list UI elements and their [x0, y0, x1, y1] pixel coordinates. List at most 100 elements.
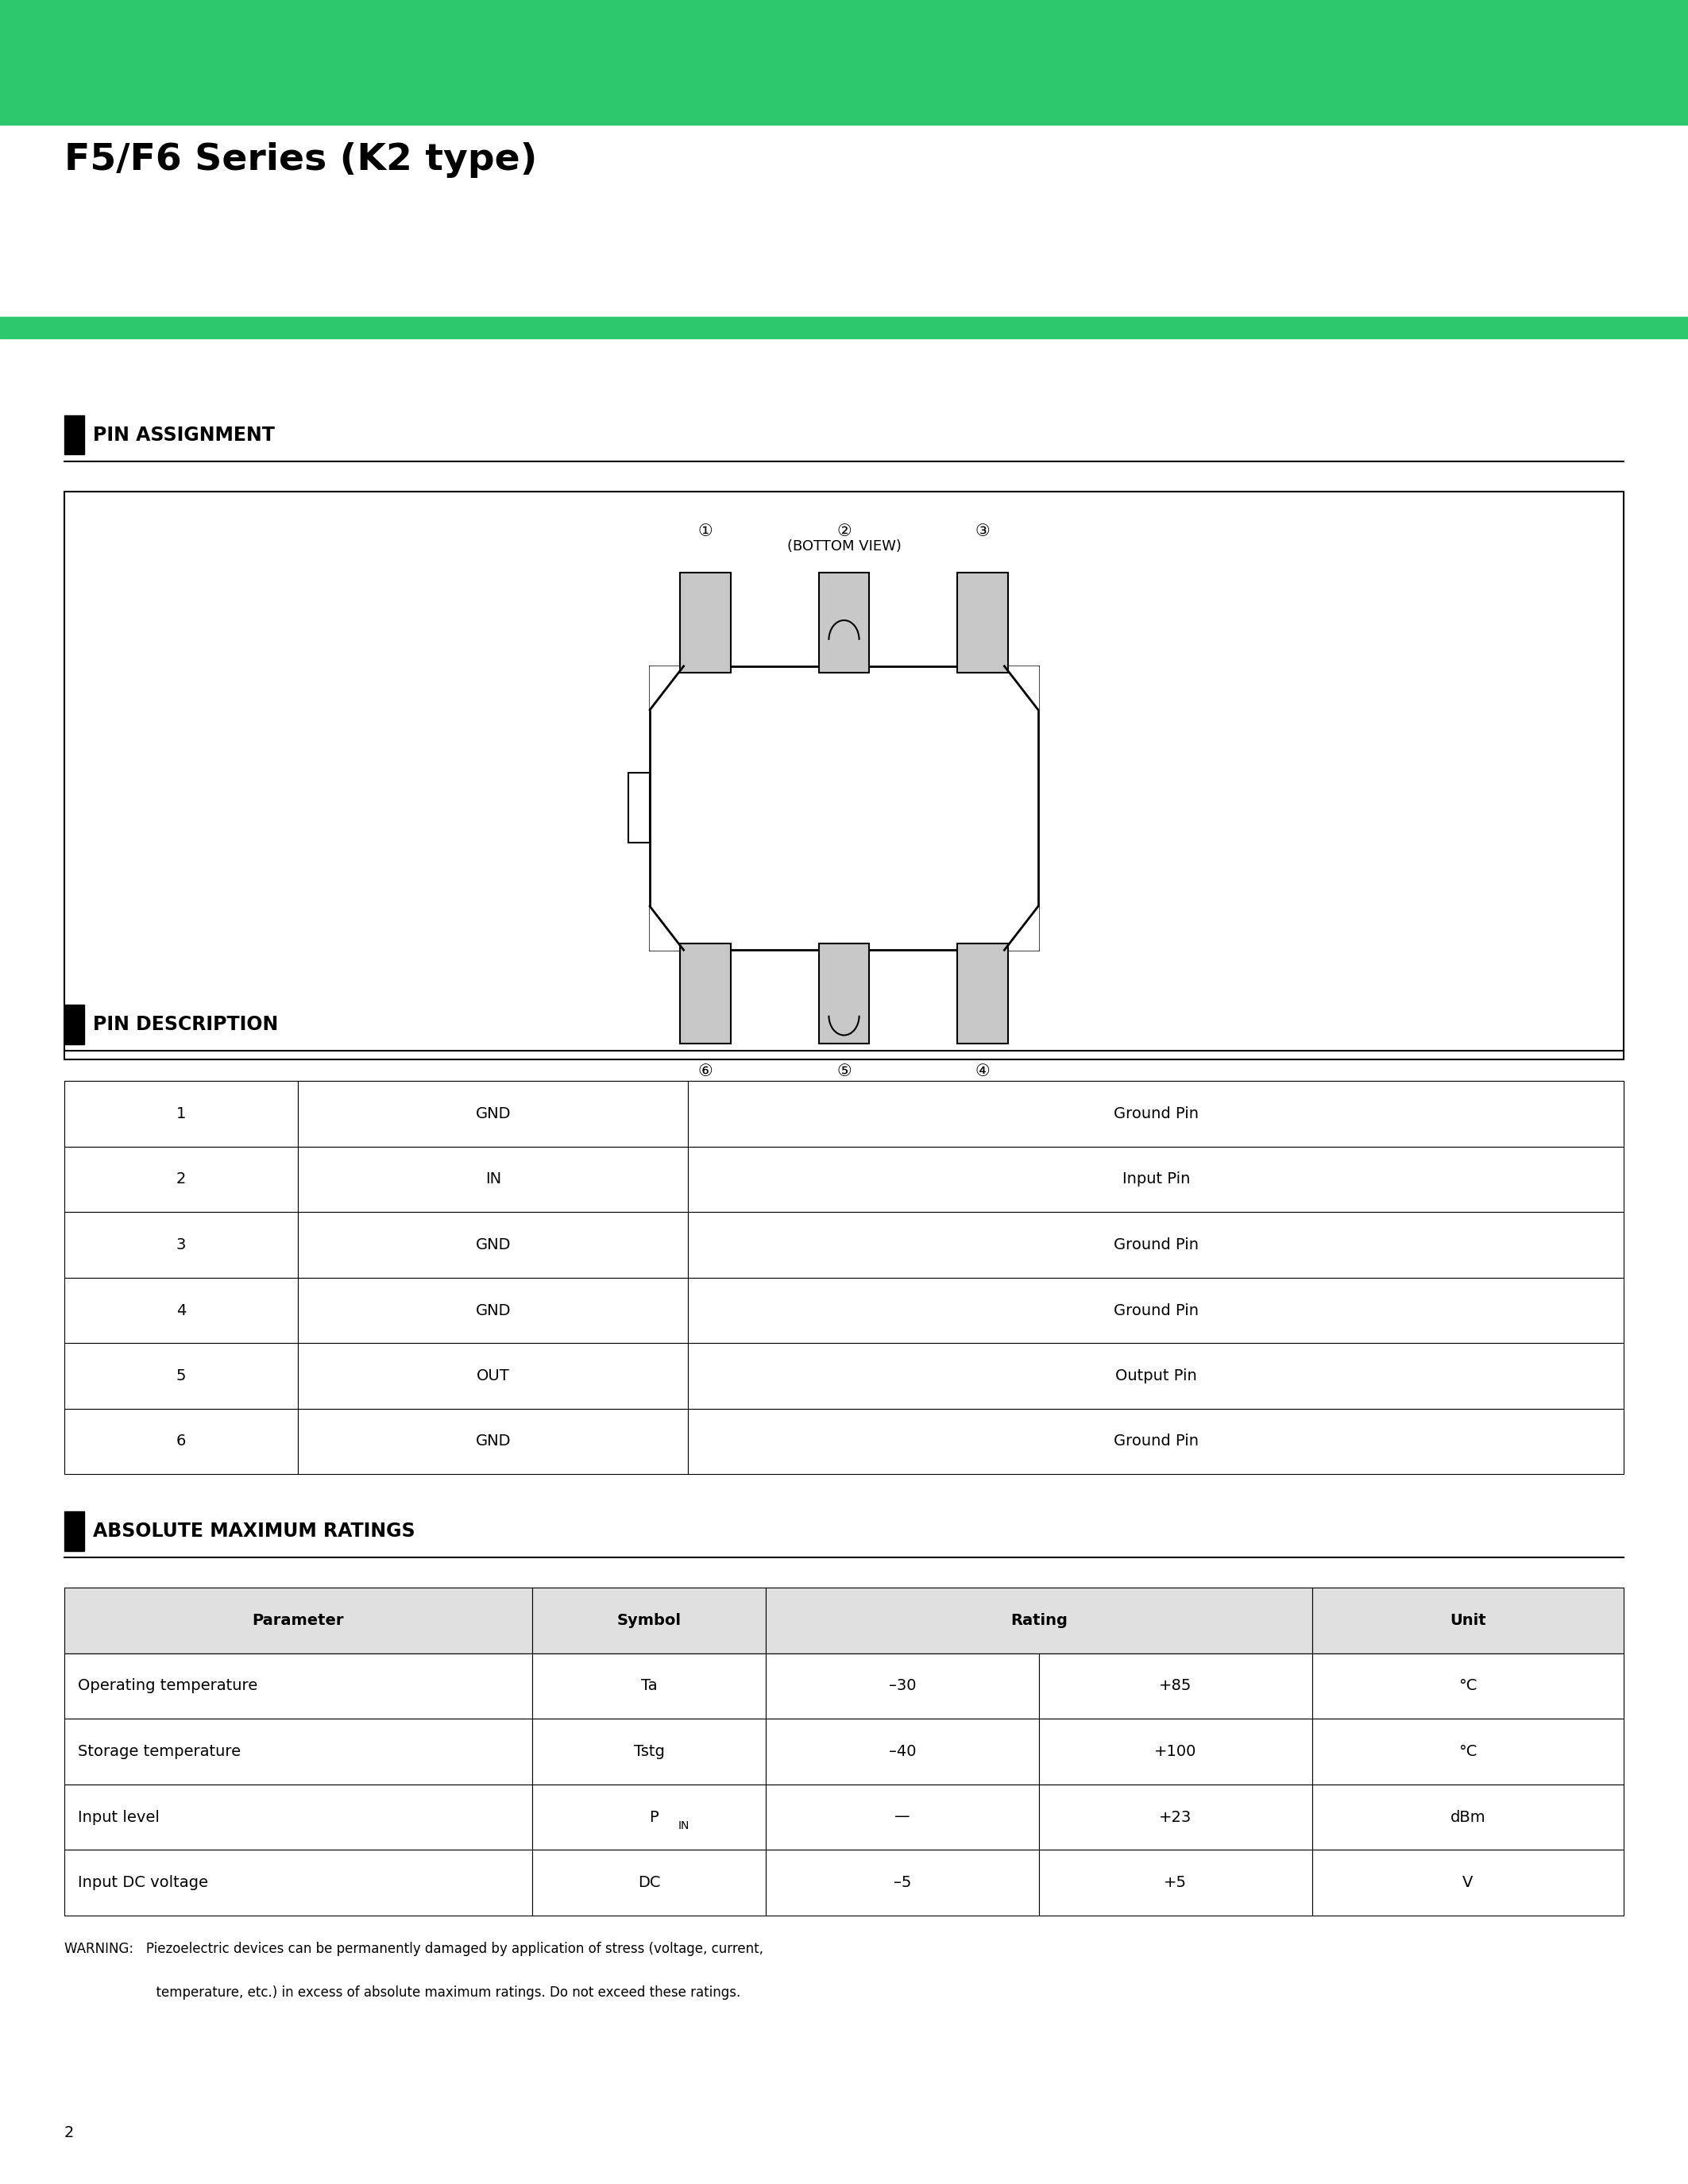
Text: –5: –5	[893, 1876, 912, 1889]
Text: PIN ASSIGNMENT: PIN ASSIGNMENT	[93, 426, 275, 443]
Text: IN: IN	[484, 1173, 501, 1186]
Bar	[532, 1850, 766, 1915]
Bar	[689, 1081, 1624, 1147]
Bar	[532, 1653, 766, 1719]
Text: ③: ③	[976, 524, 989, 539]
Bar	[766, 1719, 1038, 1784]
Text: 2: 2	[176, 1173, 186, 1186]
Polygon shape	[1004, 666, 1038, 710]
Bar	[689, 1081, 1624, 1147]
Text: IN: IN	[677, 1819, 689, 1832]
Text: Input Pin: Input Pin	[1123, 1173, 1190, 1186]
Text: –40: –40	[890, 1745, 917, 1758]
Bar	[689, 1409, 1624, 1474]
Text: Ground Pin: Ground Pin	[1114, 1238, 1198, 1251]
Bar	[766, 1784, 1038, 1850]
Bar	[689, 1278, 1624, 1343]
Bar	[64, 1653, 532, 1719]
Bar	[680, 943, 731, 1044]
Bar	[0, 0, 1688, 124]
Text: GND: GND	[476, 1435, 511, 1448]
Text: ①: ①	[699, 524, 712, 539]
Bar	[1038, 1653, 1312, 1719]
Bar	[1312, 1850, 1624, 1915]
Text: Pin name: Pin name	[452, 1107, 533, 1120]
Bar	[766, 1653, 1038, 1719]
Bar	[64, 1588, 532, 1653]
Bar	[64, 1343, 299, 1409]
Text: Tstg: Tstg	[633, 1745, 665, 1758]
Bar	[689, 1343, 1624, 1409]
Bar	[64, 1719, 532, 1784]
Bar	[689, 1147, 1624, 1212]
Text: °C: °C	[1458, 1679, 1477, 1693]
Bar	[1038, 1850, 1312, 1915]
Text: Unit: Unit	[1450, 1614, 1485, 1627]
Bar	[64, 1653, 532, 1719]
Text: ABSOLUTE MAXIMUM RATINGS: ABSOLUTE MAXIMUM RATINGS	[93, 1522, 415, 1540]
Text: 4: 4	[176, 1304, 186, 1317]
Text: GND: GND	[476, 1238, 511, 1251]
Text: Pin No.: Pin No.	[150, 1107, 213, 1120]
Text: Ground Pin: Ground Pin	[1114, 1435, 1198, 1448]
Text: dBm: dBm	[1450, 1811, 1485, 1824]
Polygon shape	[650, 906, 684, 950]
Text: Description: Description	[1106, 1107, 1205, 1120]
Text: WARNING:   Piezoelectric devices can be permanently damaged by application of st: WARNING: Piezoelectric devices can be pe…	[64, 1942, 763, 1957]
Polygon shape	[1004, 906, 1038, 950]
Bar	[1312, 1653, 1624, 1719]
Bar	[299, 1409, 689, 1474]
Bar	[766, 1850, 1038, 1915]
Text: ⑥: ⑥	[699, 1064, 712, 1079]
Bar	[819, 943, 869, 1044]
Bar	[628, 773, 650, 843]
Bar	[0, 317, 1688, 339]
Text: (BOTTOM VIEW): (BOTTOM VIEW)	[787, 539, 901, 555]
Bar	[64, 1511, 84, 1551]
Bar	[64, 1409, 299, 1474]
Bar	[64, 415, 84, 454]
Bar	[819, 572, 869, 673]
Bar	[1312, 1653, 1624, 1719]
Bar	[64, 1212, 299, 1278]
Bar	[64, 1005, 84, 1044]
Text: 1: 1	[176, 1107, 186, 1120]
Text: °C: °C	[1458, 1745, 1477, 1758]
Text: ②: ②	[837, 524, 851, 539]
Text: 3: 3	[176, 1238, 186, 1251]
Bar	[957, 572, 1008, 673]
Text: Input level: Input level	[78, 1811, 159, 1824]
Text: +23: +23	[1160, 1811, 1192, 1824]
Bar	[532, 1784, 766, 1850]
Bar	[650, 666, 1038, 950]
Text: Ground Pin: Ground Pin	[1114, 1304, 1198, 1317]
Text: 2: 2	[64, 2125, 74, 2140]
Text: PIN DESCRIPTION: PIN DESCRIPTION	[93, 1016, 279, 1033]
Text: V: V	[1462, 1876, 1474, 1889]
Bar	[1038, 1653, 1312, 1719]
Bar	[64, 1850, 532, 1915]
Bar	[957, 943, 1008, 1044]
Text: Max.: Max.	[1155, 1679, 1197, 1693]
Text: Storage temperature: Storage temperature	[78, 1745, 241, 1758]
Text: GND: GND	[476, 1107, 511, 1120]
Text: Output Pin: Output Pin	[1116, 1369, 1197, 1382]
Text: ⑤: ⑤	[837, 1064, 851, 1079]
Text: —: —	[895, 1811, 910, 1824]
Bar	[64, 1784, 532, 1850]
Text: 6: 6	[176, 1435, 186, 1448]
Bar	[1312, 1719, 1624, 1784]
Text: +5: +5	[1165, 1876, 1187, 1889]
Text: Input DC voltage: Input DC voltage	[78, 1876, 208, 1889]
Text: P: P	[648, 1811, 658, 1824]
Bar	[689, 1212, 1624, 1278]
Text: Ground Pin: Ground Pin	[1114, 1107, 1198, 1120]
Text: F5/F6 Series (K2 type): F5/F6 Series (K2 type)	[64, 142, 537, 177]
Text: DC: DC	[638, 1876, 660, 1889]
Text: –30: –30	[890, 1679, 917, 1693]
Text: OUT: OUT	[476, 1369, 510, 1382]
Bar	[299, 1212, 689, 1278]
Bar	[64, 1147, 299, 1212]
Bar	[299, 1147, 689, 1212]
Bar	[299, 1343, 689, 1409]
